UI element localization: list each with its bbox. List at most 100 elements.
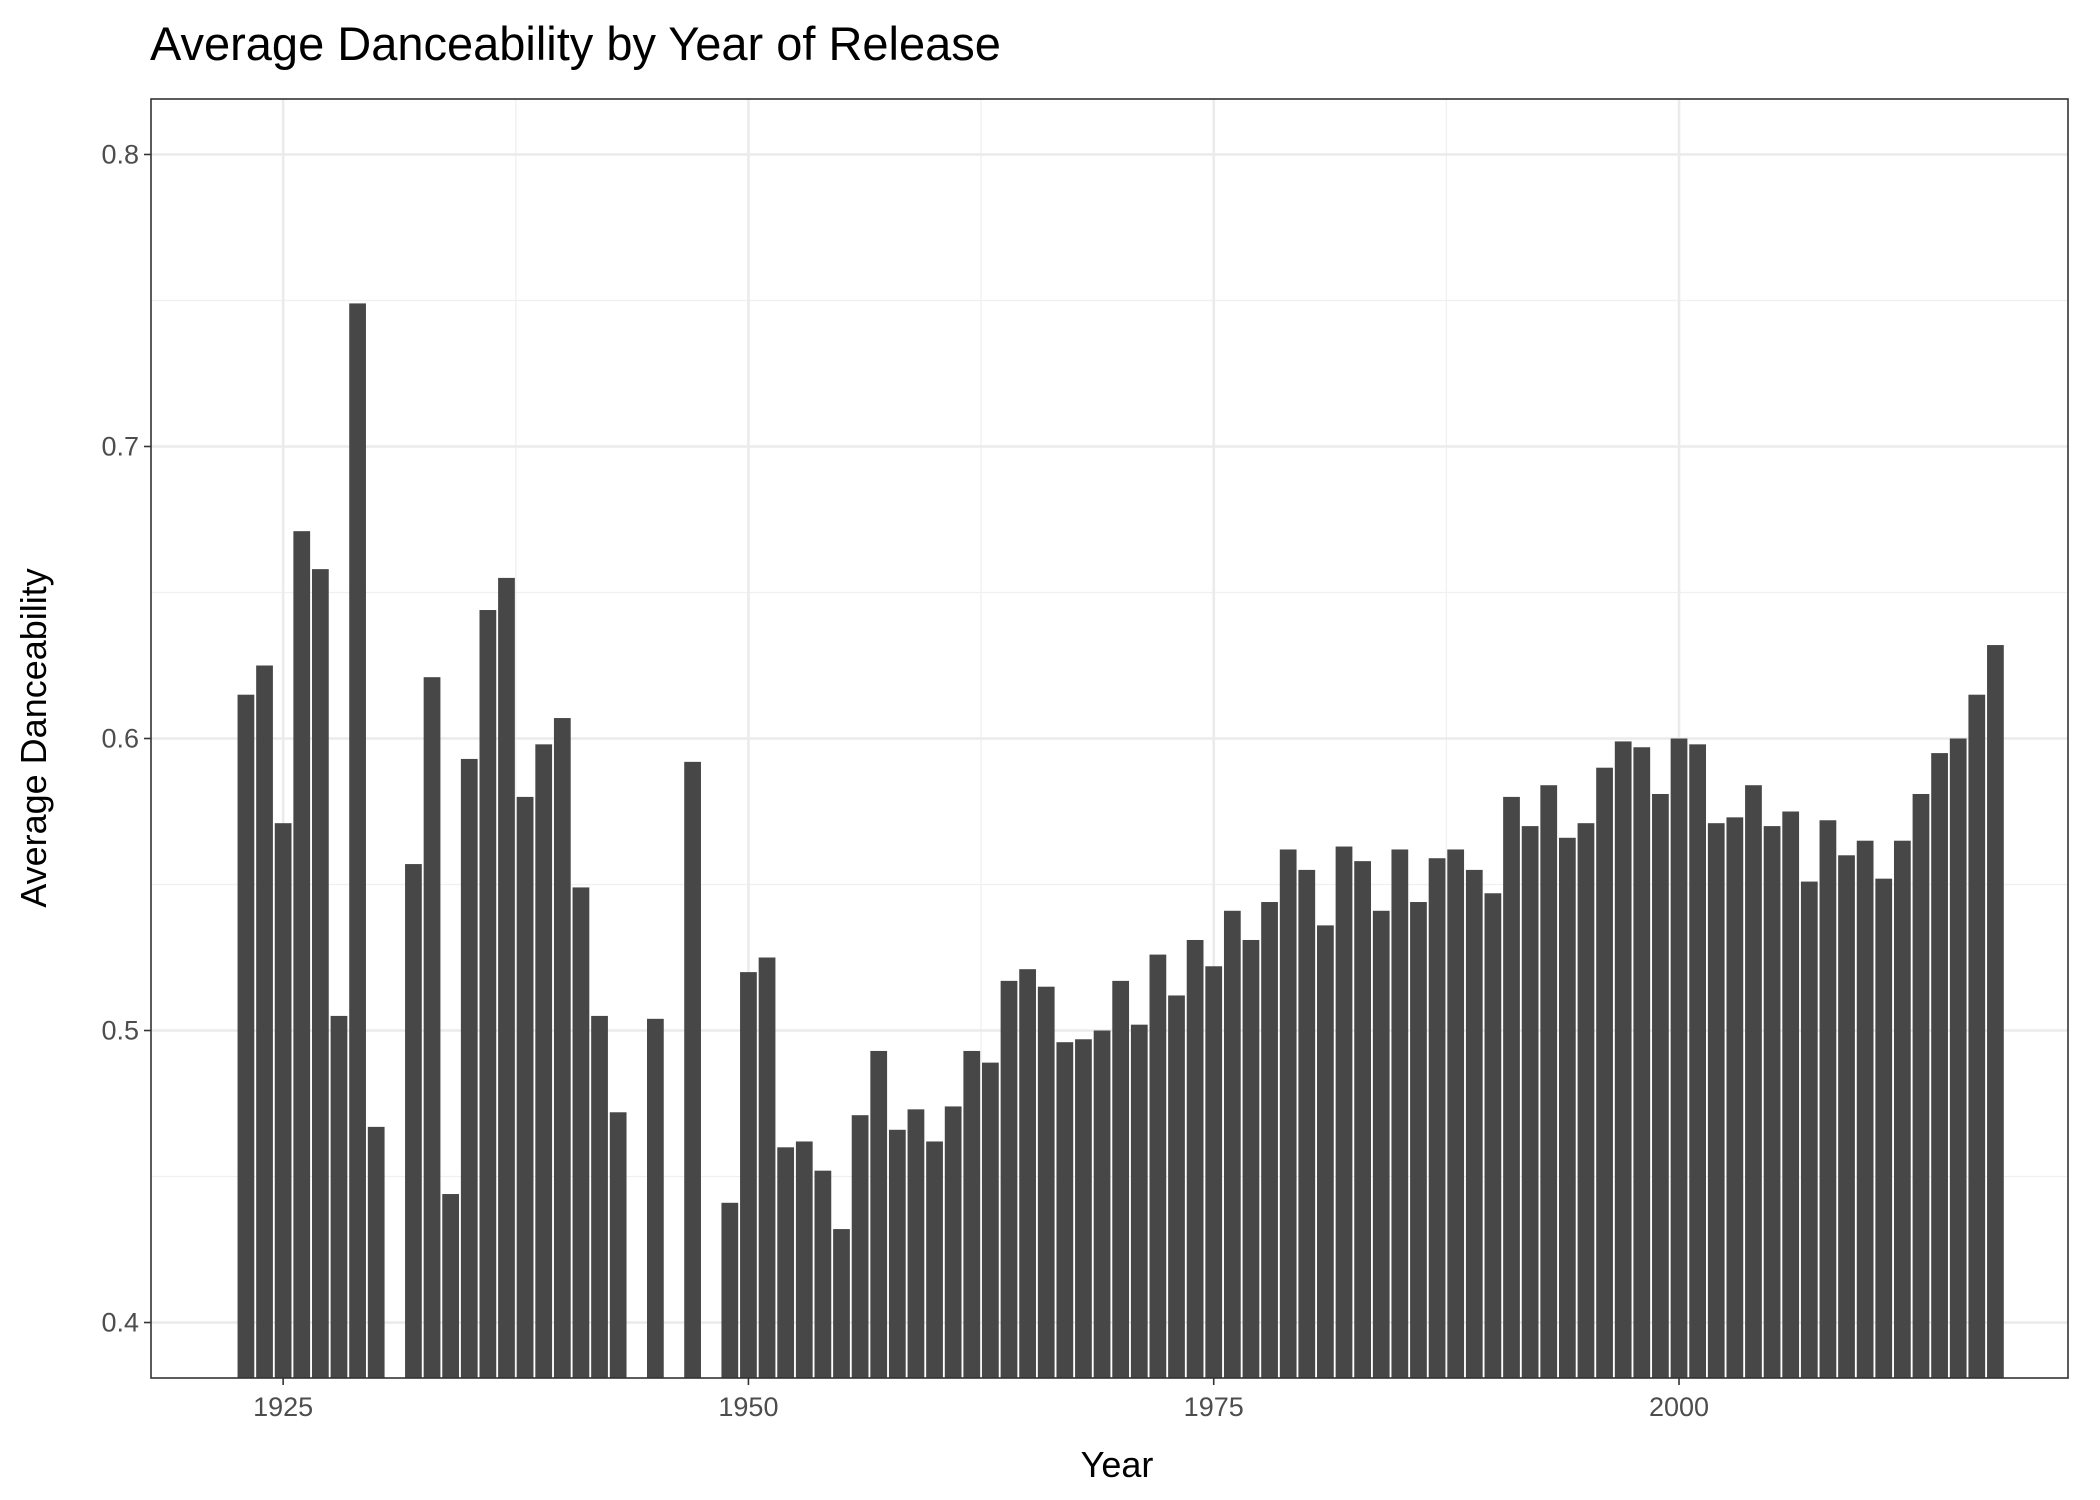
bar — [1614, 741, 1632, 1378]
bar — [888, 1129, 906, 1378]
bar — [1763, 826, 1781, 1378]
bar — [1689, 744, 1707, 1378]
bar — [516, 796, 534, 1378]
bar — [1838, 855, 1855, 1378]
bar — [1223, 910, 1241, 1378]
bar — [982, 1062, 999, 1378]
bar — [1037, 986, 1055, 1378]
bar — [1782, 811, 1800, 1378]
bar — [1019, 969, 1036, 1378]
bar — [1949, 738, 1967, 1378]
bar — [758, 957, 776, 1378]
bar — [442, 1194, 460, 1378]
x-tick-label: 1950 — [718, 1392, 778, 1422]
bar — [1596, 767, 1613, 1378]
bar — [1968, 694, 1986, 1378]
bar — [311, 569, 329, 1378]
bar — [256, 665, 273, 1378]
bar — [851, 1115, 869, 1378]
bar — [460, 758, 478, 1378]
bar — [684, 761, 701, 1378]
bar — [609, 1112, 627, 1378]
bar — [926, 1141, 943, 1378]
y-tick-label: 0.7 — [101, 431, 139, 461]
panel-border — [150, 98, 2069, 1379]
bar — [1093, 1030, 1111, 1378]
bar — [795, 1141, 813, 1378]
bar — [572, 887, 590, 1378]
bar — [1465, 869, 1483, 1378]
bar — [1317, 925, 1334, 1378]
bar — [1745, 785, 1762, 1378]
bar — [944, 1106, 962, 1378]
bar — [1652, 793, 1669, 1378]
bar — [423, 677, 441, 1378]
bar — [1912, 793, 1930, 1378]
bar — [1279, 849, 1297, 1378]
bar — [721, 1202, 739, 1378]
bar — [647, 1018, 664, 1378]
y-tick-label: 0.8 — [101, 139, 139, 169]
bar — [1484, 893, 1502, 1378]
bar — [1391, 849, 1409, 1378]
bar — [1075, 1039, 1092, 1378]
bars — [237, 303, 2004, 1378]
x-tick-label: 2000 — [1649, 1392, 1709, 1422]
bar — [1242, 939, 1260, 1378]
bar — [963, 1050, 981, 1378]
x-tick-label: 1925 — [253, 1392, 313, 1422]
bar — [1186, 939, 1204, 1378]
bar — [1670, 738, 1688, 1378]
bar — [1149, 954, 1167, 1378]
bar — [1893, 840, 1911, 1378]
bar — [553, 718, 571, 1378]
bar — [1205, 966, 1223, 1378]
bar — [237, 694, 255, 1378]
bar — [777, 1147, 795, 1378]
bar — [405, 864, 422, 1378]
bar — [1335, 846, 1353, 1378]
bar — [1931, 753, 1948, 1378]
bar — [1819, 820, 1837, 1378]
bar — [1875, 878, 1893, 1378]
bar — [367, 1126, 385, 1378]
axes: 0.4 0.5 0.6 0.7 0.8 1925 1950 1975 2000 — [101, 139, 1709, 1422]
bar — [1428, 858, 1446, 1378]
bar — [1261, 902, 1278, 1378]
bar — [1056, 1042, 1074, 1378]
bar — [1168, 995, 1185, 1378]
bar — [907, 1109, 925, 1378]
chart-title: Average Danceability by Year of Release — [150, 17, 1001, 70]
bar — [1000, 980, 1018, 1378]
bar — [498, 577, 515, 1378]
bar — [1447, 849, 1465, 1378]
bar — [1856, 840, 1874, 1378]
bar — [814, 1170, 832, 1378]
bar — [740, 972, 757, 1378]
y-tick-label: 0.6 — [101, 724, 139, 754]
bar — [349, 303, 366, 1378]
bar — [1987, 645, 2004, 1378]
bar — [330, 1015, 348, 1378]
bar — [1558, 837, 1576, 1378]
bar — [1800, 881, 1818, 1378]
bar — [274, 823, 292, 1378]
bar — [1130, 1024, 1148, 1378]
bar — [293, 531, 311, 1378]
bar — [1354, 861, 1371, 1378]
y-tick-label: 0.5 — [101, 1016, 139, 1046]
x-axis-title: Year — [1081, 1444, 1154, 1485]
bar — [1633, 747, 1651, 1378]
bar — [833, 1229, 850, 1378]
y-tick-label: 0.4 — [101, 1308, 139, 1338]
bar — [1298, 869, 1316, 1378]
bar — [1577, 823, 1595, 1378]
bar — [870, 1050, 888, 1378]
bar — [1540, 785, 1558, 1378]
bar — [1707, 823, 1725, 1378]
bar — [1726, 817, 1744, 1378]
y-axis-title: Average Danceability — [13, 568, 54, 908]
bar — [1503, 796, 1520, 1378]
